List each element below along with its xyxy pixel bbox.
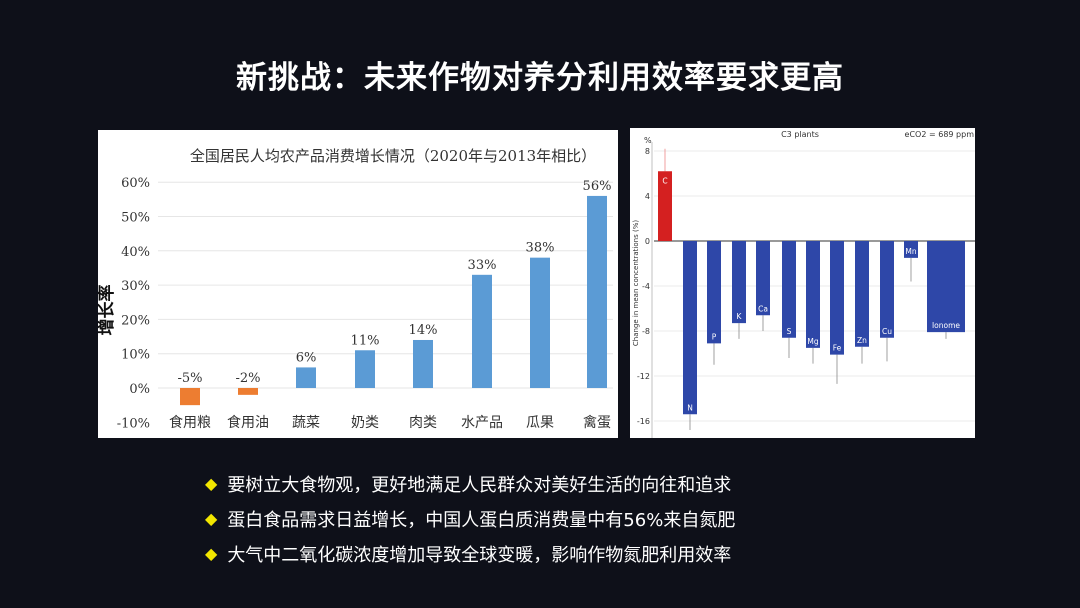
bar-label: Ionome: [932, 321, 960, 330]
bar-Cu: [880, 241, 894, 338]
bar-label: Ca: [758, 304, 768, 313]
bar-label: Mn: [905, 247, 916, 256]
bullet-item: ◆ 要树立大食物观，更好地满足人民群众对美好生活的向往和追求: [205, 466, 735, 501]
category-label: 瓜果: [526, 415, 554, 431]
bar-食用粮: [180, 388, 200, 406]
chart-title: 全国居民人均农产品消费增长情况（2020年与2013年相比）: [190, 147, 596, 165]
c3-concentration-chart: C3 plants eCO2 = 689 ppm% 8 4 0 -4 -8 -12 -16 Cha…: [630, 128, 975, 438]
y-tick-label: -12: [637, 372, 650, 381]
y-tick-label: 10%: [121, 348, 150, 363]
category-label: 奶类: [351, 415, 379, 431]
data-label: 56%: [583, 179, 612, 194]
bar-label: K: [737, 312, 743, 321]
bar-label: C: [662, 176, 667, 185]
data-label: 6%: [296, 350, 317, 365]
category-label: 蔬菜: [292, 415, 320, 431]
bullet-text: 蛋白食品需求日益增长，中国人蛋白质消费量中有56%来自氮肥: [227, 509, 736, 531]
bar-Ionome: [927, 241, 965, 333]
consumption-growth-chart: 全国居民人均农产品消费增长情况（2020年与2013年相比） -10% 0% 10% 2…: [98, 130, 618, 438]
bar-Mg: [806, 241, 820, 348]
bar-肉类: [413, 339, 433, 388]
y-tick-label: -16: [637, 417, 650, 426]
data-label: -2%: [235, 371, 260, 386]
bar-label: P: [712, 332, 717, 341]
y-tick-label: 0%: [129, 382, 150, 397]
data-label: 38%: [526, 241, 555, 256]
bar-Ca: [756, 241, 770, 316]
y-unit: %: [644, 136, 652, 145]
y-tick-label: -10%: [117, 416, 150, 431]
c3-concentration-svg: C3 plants eCO2 = 689 ppm% 8 4 0 -4 -8 -12 -16 Cha…: [632, 130, 975, 438]
bar-Zn: [855, 241, 869, 347]
bar-label: Mg: [807, 337, 818, 346]
bar-Fe: [830, 241, 844, 355]
data-label: -5%: [177, 371, 202, 386]
bar-奶类: [355, 350, 375, 388]
y-tick-label: -4: [642, 282, 650, 291]
bar-Mn: [904, 241, 918, 258]
y-tick-label: 30%: [121, 279, 150, 294]
bullet-item: ◆ 蛋白食品需求日益增长，中国人蛋白质消费量中有56%来自氮肥: [205, 501, 735, 536]
diamond-icon: ◆: [205, 509, 218, 528]
consumption-growth-svg: 全国居民人均农产品消费增长情况（2020年与2013年相比） -10% 0% 10% 2…: [98, 147, 613, 431]
bar-S: [782, 241, 796, 338]
y-tick-label: 20%: [121, 313, 150, 328]
bar-N: [683, 241, 697, 415]
y-tick-label: 50%: [121, 211, 150, 226]
bar-蔬菜: [296, 367, 316, 388]
category-label: 食用油: [227, 414, 269, 431]
bar-K: [732, 241, 746, 324]
bar-label: S: [787, 327, 792, 336]
data-label: 11%: [351, 333, 380, 348]
bar-水产品: [472, 274, 492, 388]
bullet-item: ◆ 大气中二氧化碳浓度增加导致全球变暖，影响作物氮肥利用效率: [205, 536, 735, 571]
category-label: 肉类: [409, 415, 437, 431]
bullet-text: 要树立大食物观，更好地满足人民群众对美好生活的向往和追求: [227, 474, 732, 496]
y-tick-label: 40%: [121, 245, 150, 260]
chart-title: C3 plants: [781, 130, 819, 139]
y-tick-label: 0: [645, 237, 650, 246]
category-label: 禽蛋: [583, 414, 611, 431]
bar-label: N: [687, 403, 693, 412]
bullet-list: ◆ 要树立大食物观，更好地满足人民群众对美好生活的向往和追求 ◆ 蛋白食品需求日益增…: [205, 466, 735, 571]
bar-食用油: [238, 388, 258, 395]
diamond-icon: ◆: [205, 544, 218, 563]
category-label: 水产品: [461, 415, 503, 431]
bar-瓜果: [530, 257, 550, 388]
annotation: eCO2 = 689 ppm: [905, 130, 975, 139]
y-tick-label: 4: [645, 192, 650, 201]
data-label: 14%: [409, 323, 438, 338]
bar-C: [658, 171, 672, 241]
y-tick-label: 60%: [121, 176, 150, 191]
y-axis-label: 增长率: [98, 285, 117, 336]
bar-P: [707, 241, 721, 344]
y-axis-label: Change in mean concentrations (%): [632, 220, 640, 346]
bar-禽蛋: [587, 195, 607, 388]
bar-label: Zn: [857, 336, 867, 345]
category-label: 食用粮: [169, 414, 211, 431]
slide-title: 新挑战：未来作物对养分利用效率要求更高: [236, 60, 844, 96]
bullet-text: 大气中二氧化碳浓度增加导致全球变暖，影响作物氮肥利用效率: [227, 544, 732, 566]
diamond-icon: ◆: [205, 474, 218, 493]
y-tick-label: -8: [642, 327, 650, 336]
y-tick-label: 8: [645, 147, 650, 156]
bar-label: Cu: [882, 327, 892, 336]
bar-label: Fe: [833, 344, 842, 353]
data-label: 33%: [468, 258, 497, 273]
